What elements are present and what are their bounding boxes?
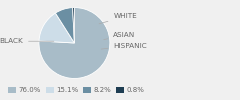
Wedge shape (39, 13, 74, 43)
Text: BLACK: BLACK (0, 38, 54, 44)
Wedge shape (73, 8, 74, 43)
Text: ASIAN: ASIAN (104, 32, 136, 40)
Legend: 76.0%, 15.1%, 8.2%, 0.8%: 76.0%, 15.1%, 8.2%, 0.8% (8, 87, 145, 93)
Text: WHITE: WHITE (99, 13, 137, 24)
Wedge shape (55, 8, 74, 43)
Text: HISPANIC: HISPANIC (101, 43, 147, 49)
Wedge shape (39, 8, 110, 79)
